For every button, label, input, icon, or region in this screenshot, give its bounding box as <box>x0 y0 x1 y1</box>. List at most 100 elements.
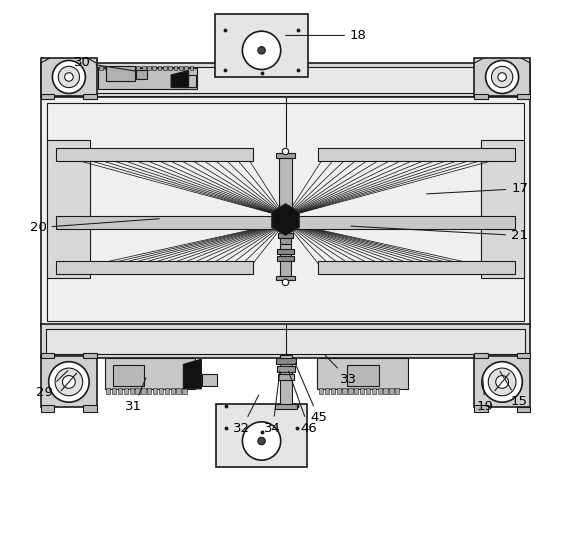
Polygon shape <box>272 204 299 235</box>
Text: 34: 34 <box>264 371 281 435</box>
Bar <box>136 70 147 79</box>
Circle shape <box>55 368 83 396</box>
Bar <box>130 388 134 394</box>
Bar <box>317 358 408 389</box>
Bar <box>41 356 96 407</box>
Circle shape <box>243 422 281 460</box>
Bar <box>475 58 530 96</box>
Bar <box>46 67 525 93</box>
Bar <box>147 388 151 394</box>
Bar <box>280 243 291 278</box>
Circle shape <box>282 148 289 155</box>
Circle shape <box>485 60 518 94</box>
Text: 17: 17 <box>427 182 528 195</box>
Text: 32: 32 <box>234 395 259 435</box>
Bar <box>47 140 90 278</box>
Bar <box>41 94 54 100</box>
Bar <box>106 388 110 394</box>
Bar <box>278 233 293 238</box>
Bar <box>389 388 393 394</box>
Bar <box>147 66 151 70</box>
Bar <box>280 355 292 406</box>
Circle shape <box>53 60 86 94</box>
Bar <box>277 366 295 372</box>
Bar <box>55 261 252 274</box>
Bar <box>104 358 195 389</box>
Bar <box>325 388 329 394</box>
Bar <box>168 66 172 70</box>
Bar <box>366 388 370 394</box>
Bar <box>517 407 530 412</box>
Bar <box>55 148 252 161</box>
Circle shape <box>243 31 281 70</box>
Circle shape <box>498 73 506 81</box>
Bar <box>319 261 516 274</box>
Bar <box>276 153 295 158</box>
Bar <box>475 356 530 407</box>
Circle shape <box>49 362 89 402</box>
Bar <box>179 66 183 70</box>
Text: 33: 33 <box>325 355 357 386</box>
Bar <box>99 66 103 70</box>
Bar <box>372 388 376 394</box>
Text: 19: 19 <box>477 377 493 414</box>
Bar <box>343 388 347 394</box>
Bar <box>331 388 335 394</box>
Bar <box>118 388 122 394</box>
Bar <box>46 329 525 354</box>
Bar <box>475 94 488 100</box>
Bar <box>275 404 297 409</box>
Bar <box>475 353 488 358</box>
Bar <box>517 94 530 100</box>
Circle shape <box>258 437 266 445</box>
Bar <box>481 140 524 278</box>
Bar <box>395 388 399 394</box>
Circle shape <box>62 376 75 388</box>
Circle shape <box>58 66 79 88</box>
Bar <box>158 66 162 70</box>
Bar <box>159 388 163 394</box>
Bar <box>135 388 140 394</box>
Circle shape <box>65 73 73 81</box>
Bar <box>47 103 524 320</box>
Bar <box>164 388 169 394</box>
Bar <box>41 406 54 412</box>
Bar <box>384 388 388 394</box>
Text: 15: 15 <box>500 371 527 408</box>
Bar <box>277 256 294 261</box>
Circle shape <box>282 279 289 286</box>
Bar <box>184 75 196 87</box>
Bar <box>171 388 175 394</box>
Bar <box>517 353 530 358</box>
Bar <box>278 374 294 380</box>
Circle shape <box>482 362 522 402</box>
Circle shape <box>488 368 516 396</box>
Bar <box>276 358 296 364</box>
Bar <box>112 388 116 394</box>
Text: 29: 29 <box>37 371 68 399</box>
Bar <box>115 66 119 70</box>
Bar <box>347 365 379 386</box>
Bar <box>41 353 54 358</box>
Bar <box>182 388 187 394</box>
Bar <box>276 276 295 280</box>
Bar <box>83 94 96 100</box>
Bar <box>203 374 218 386</box>
Bar <box>106 66 135 81</box>
Text: 31: 31 <box>125 378 146 414</box>
Bar <box>41 58 96 96</box>
Bar <box>98 68 196 89</box>
Polygon shape <box>171 71 188 88</box>
Bar <box>354 388 359 394</box>
Circle shape <box>496 376 509 388</box>
Bar <box>163 66 167 70</box>
Text: 20: 20 <box>30 219 159 234</box>
Bar <box>377 388 382 394</box>
Text: 21: 21 <box>351 226 528 242</box>
Bar <box>174 66 178 70</box>
Bar <box>319 148 516 161</box>
Bar <box>124 388 128 394</box>
Bar <box>280 238 291 244</box>
Bar <box>110 66 114 70</box>
Bar <box>83 353 96 358</box>
